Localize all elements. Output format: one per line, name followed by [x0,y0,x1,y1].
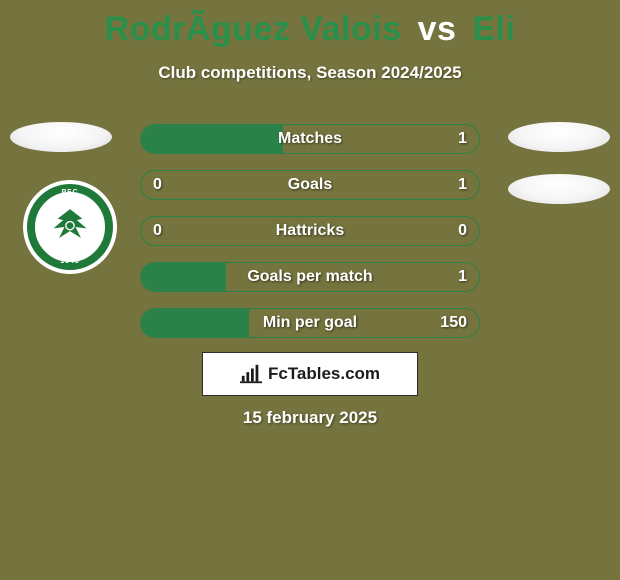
brand-text: FcTables.com [268,364,380,384]
club-logo-bottom-text: 1945 [60,258,80,265]
stat-label: Min per goal [141,309,479,337]
stat-label: Goals [141,171,479,199]
stat-right-value: 1 [458,263,467,291]
stat-label: Hattricks [141,217,479,245]
stat-row: Hattricks0 0 [140,216,480,246]
player2-avatar-placeholder [508,122,610,152]
stat-left-value: 0 [153,171,162,199]
stat-left-value: 0 [153,217,162,245]
player2-name: Eli [472,10,515,48]
comparison-bars: Matches1Goals01Hattricks00Goals per matc… [140,124,480,354]
stat-label: Matches [141,125,479,153]
player1-club-logo: PFC 1945 [23,180,117,274]
player1-avatar-placeholder [10,122,112,152]
stat-row: Goals0 1 [140,170,480,200]
stat-right-value: 0 [458,217,467,245]
stat-right-value: 150 [440,309,467,337]
vs-text: vs [418,10,457,48]
stat-row: Matches1 [140,124,480,154]
subtitle: Club competitions, Season 2024/2025 [0,63,620,83]
comparison-title: RodrÃ­guez Valois vs Eli [0,0,620,49]
player1-name: RodrÃ­guez Valois [105,10,402,48]
bars-chart-icon [240,363,262,385]
stat-row: Min per goal150 [140,308,480,338]
stat-right-value: 1 [458,125,467,153]
club-logo-top-text: PFC [62,189,79,196]
stat-right-value: 1 [458,171,467,199]
stat-row: Goals per match1 [140,262,480,292]
brand-box: FcTables.com [202,352,418,396]
stat-label: Goals per match [141,263,479,291]
footer-date: 15 february 2025 [0,408,620,428]
player2-club-placeholder [508,174,610,204]
